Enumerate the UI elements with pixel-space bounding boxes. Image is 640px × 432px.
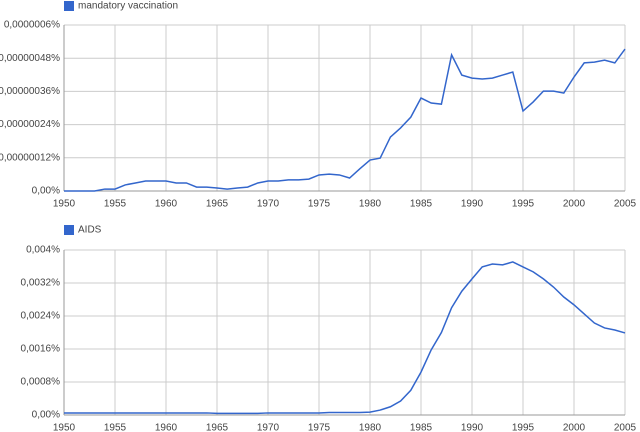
y-tick-label: 0,0008% [21,377,61,388]
x-tick-label: 2005 [614,199,637,210]
legend-swatch [64,225,74,235]
x-tick-label: 2005 [614,423,637,432]
legend-swatch [64,1,74,11]
x-tick-label: 1950 [53,423,76,432]
y-tick-label: 0,0016% [21,344,61,355]
y-tick-label: 0,00000012% [0,152,60,163]
x-tick-label: 1970 [257,423,280,432]
x-tick-label: 1965 [206,199,229,210]
x-tick-label: 1990 [461,199,484,210]
x-tick-label: 1995 [512,423,535,432]
x-tick-label: 2000 [563,199,586,210]
y-tick-label: 0,00000024% [0,119,60,130]
line [64,48,626,192]
x-tick-label: 1960 [155,423,178,432]
x-tick-label: 1955 [104,199,127,210]
x-tick-label: 1985 [410,423,433,432]
x-tick-label: 1975 [308,199,331,210]
x-tick-label: 1965 [206,423,229,432]
x-tick-label: 1980 [359,423,382,432]
x-tick-label: 1995 [512,199,535,210]
y-tick-label: 0,0032% [21,278,61,289]
y-tick-label: 0,0024% [21,311,61,322]
x-tick-label: 1960 [155,199,178,210]
y-tick-label: 0,004% [26,245,60,256]
y-tick-label: 0,00000048% [0,53,60,64]
legend-label: mandatory vaccination [78,1,178,12]
x-tick-label: 1985 [410,199,433,210]
x-tick-label: 1980 [359,199,382,210]
legend-label: AIDS [78,225,102,236]
y-tick-label: 0,0000006% [4,20,60,31]
x-tick-label: 1990 [461,423,484,432]
x-tick-label: 1955 [104,423,127,432]
y-tick-label: 0,00000036% [0,86,60,97]
x-tick-label: 1970 [257,199,280,210]
x-tick-label: 2000 [563,423,586,432]
y-tick-label: 0,00% [32,186,60,197]
y-tick-label: 0,00% [32,410,60,421]
line [64,261,626,415]
x-tick-label: 1975 [308,423,331,432]
x-tick-label: 1950 [53,199,76,210]
